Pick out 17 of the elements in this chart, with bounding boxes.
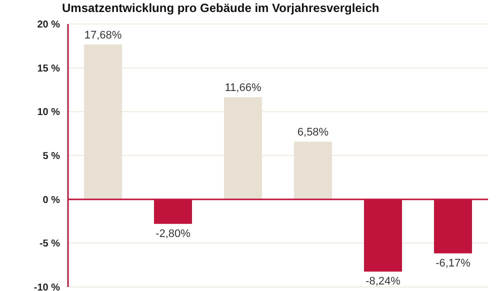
bar <box>294 142 332 200</box>
y-tick-label: -5 % <box>39 238 60 250</box>
y-tick-label: 20 % <box>37 20 60 31</box>
data-label: 17,68% <box>84 29 122 42</box>
y-tick-label: 10 % <box>37 107 60 118</box>
data-label: -2,80% <box>156 228 191 240</box>
y-tick-label: 15 % <box>37 63 60 74</box>
data-label: 11,66% <box>224 82 262 94</box>
y-tick-label: 0 % <box>42 194 60 206</box>
data-label: -8,24% <box>366 276 401 288</box>
data-label: -6,17% <box>436 257 471 270</box>
bar <box>84 44 122 200</box>
data-label: 6,58% <box>297 126 329 139</box>
bar <box>224 97 262 200</box>
chart-title: Umsatzentwicklung pro Gebäude im Vorjahresvergleich <box>61 0 380 17</box>
y-tick-label: 5 % <box>42 151 60 162</box>
y-tick-label: -10 % <box>34 282 60 291</box>
